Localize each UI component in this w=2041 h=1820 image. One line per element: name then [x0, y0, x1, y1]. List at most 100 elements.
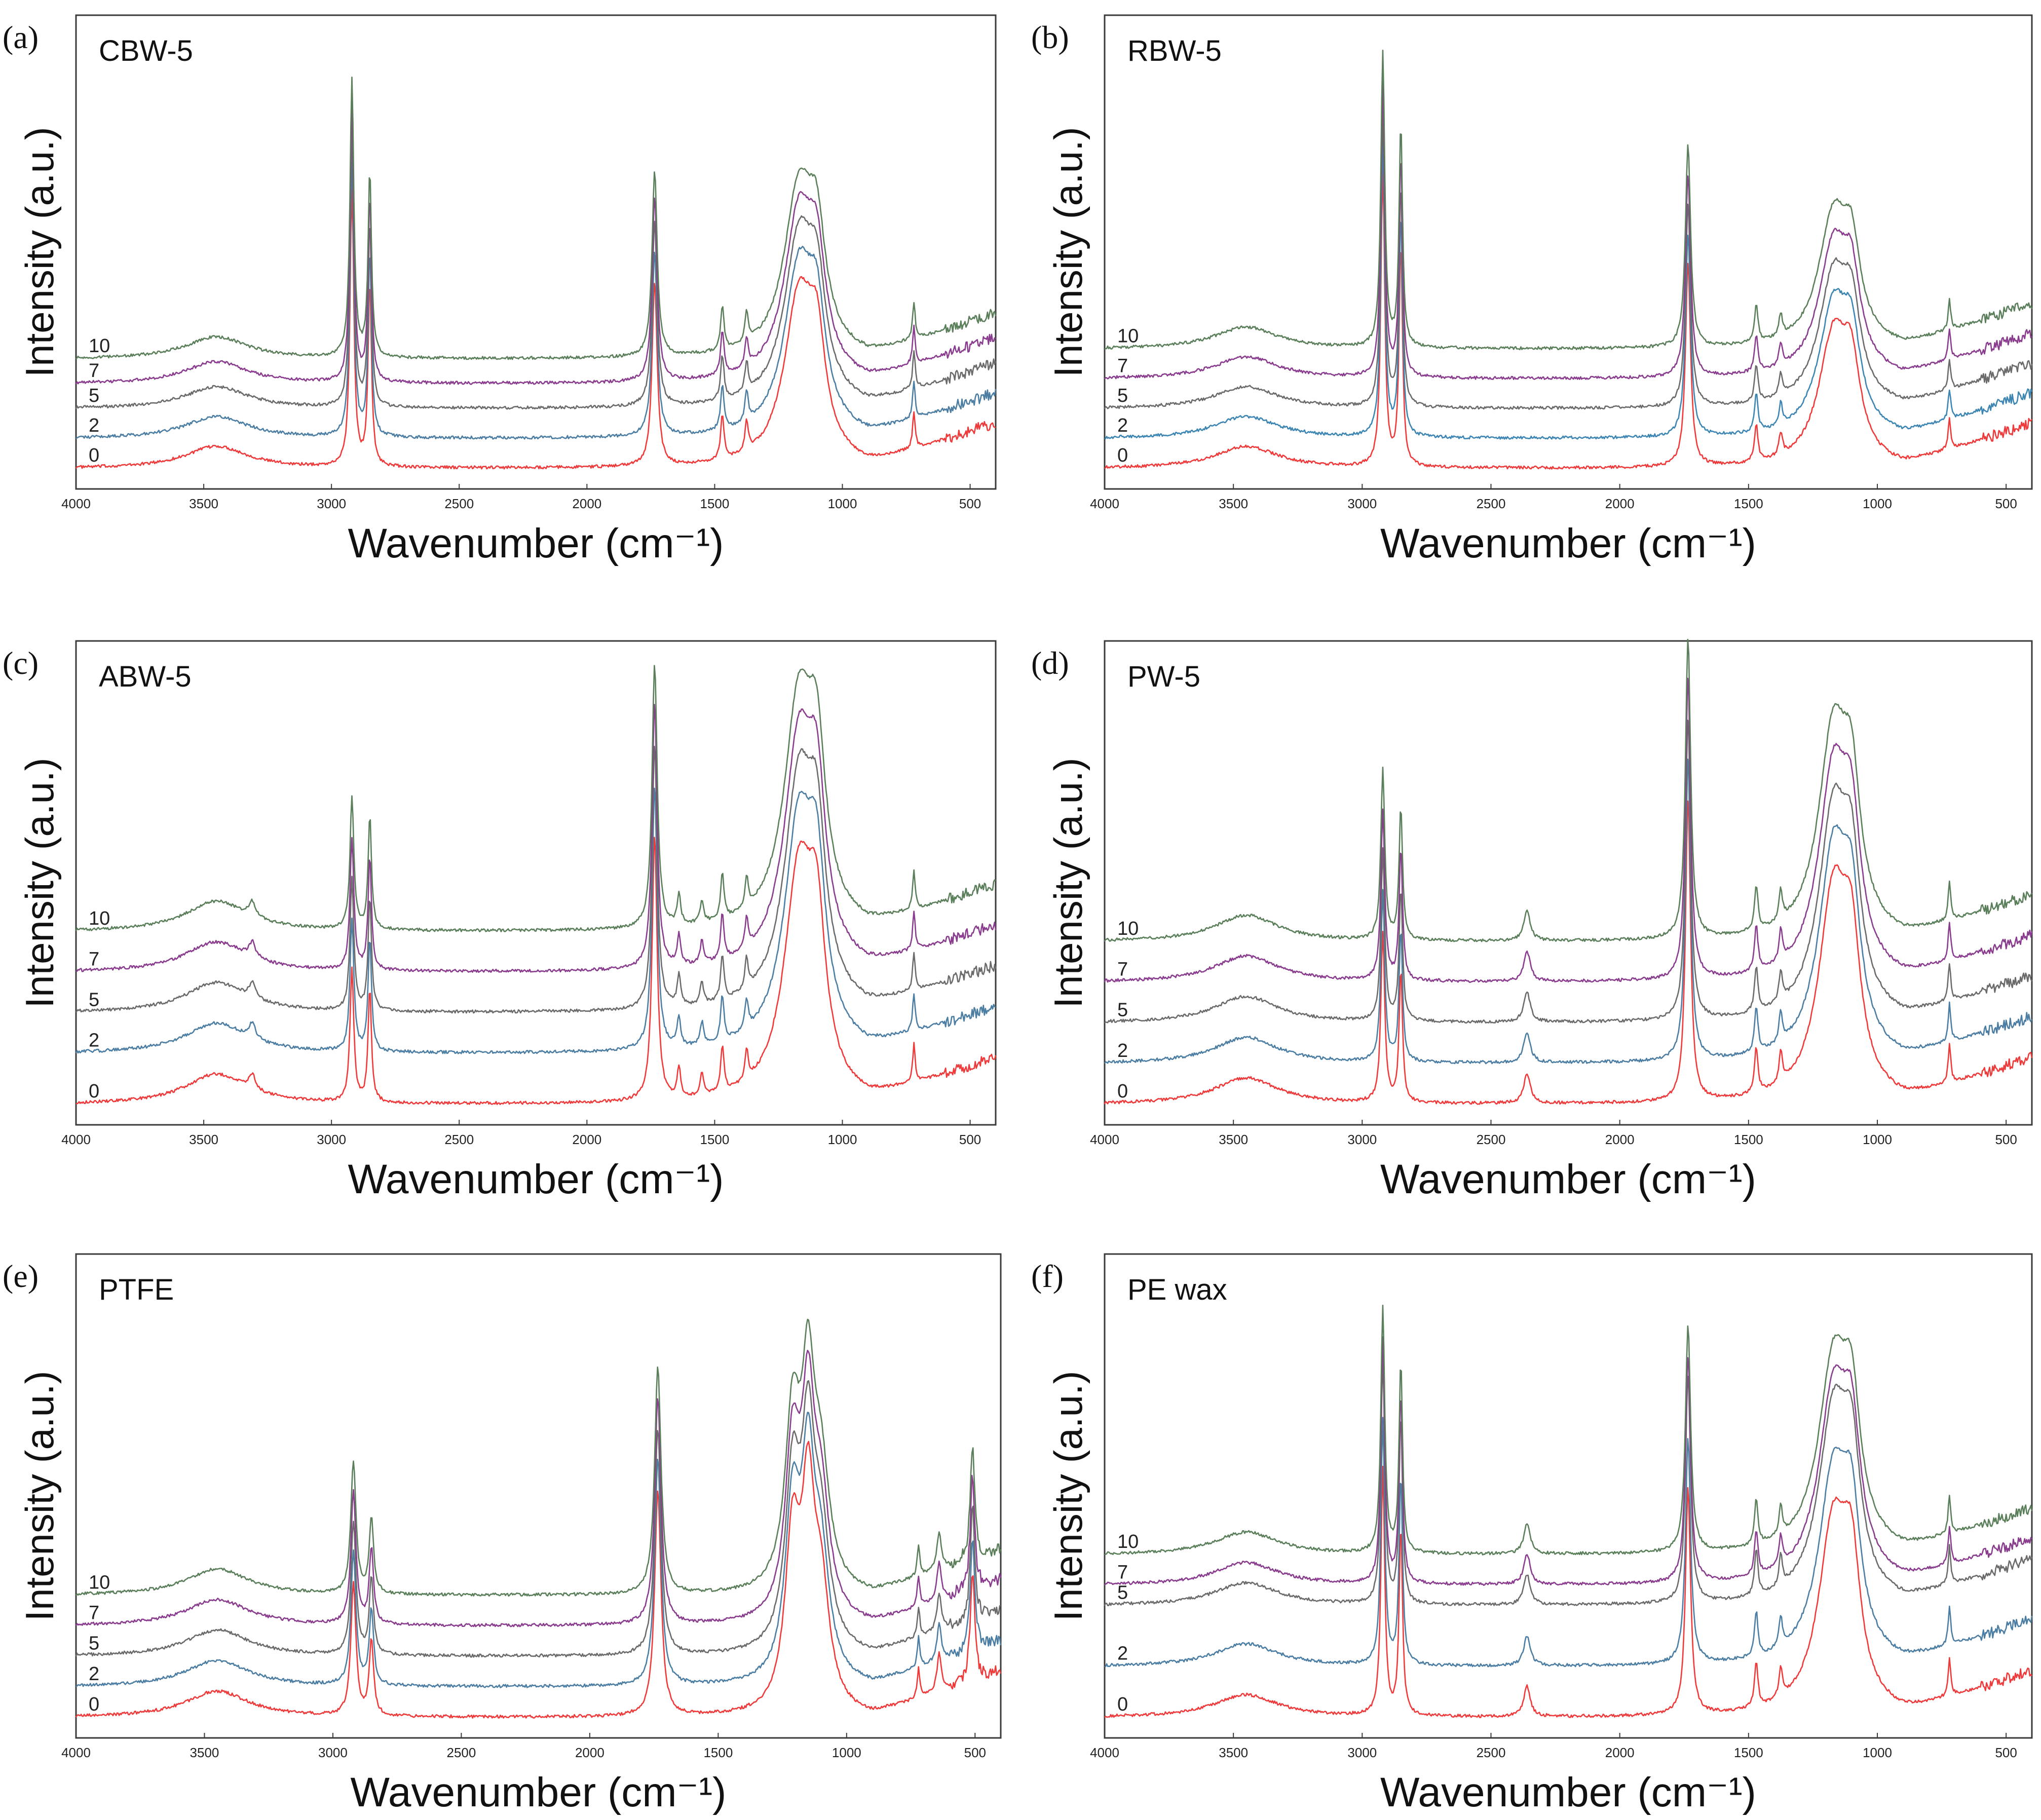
panel-title: PTFE — [99, 1273, 174, 1306]
series-line-10 — [75, 77, 997, 360]
series-label: 0 — [1117, 1081, 1128, 1102]
series-line-7 — [1104, 677, 2033, 983]
y-axis-label: Intensity (a.u.) — [1046, 1371, 1090, 1621]
series-line-5 — [75, 745, 997, 1014]
series-label: 5 — [89, 1633, 99, 1654]
series-line-0 — [75, 187, 996, 470]
x-tick-label: 2000 — [572, 496, 601, 511]
panel-letter: (b) — [1031, 19, 1069, 55]
series-label: 0 — [89, 1081, 99, 1102]
series-label: 7 — [89, 360, 99, 382]
series-line-10 — [75, 1318, 1002, 1597]
x-tick-label: 500 — [959, 496, 981, 511]
series-label: 2 — [1117, 415, 1128, 436]
y-axis-label: Intensity (a.u.) — [17, 757, 62, 1008]
y-axis-label: Intensity (a.u.) — [17, 1371, 62, 1621]
x-tick-label: 500 — [1995, 496, 2017, 511]
x-tick-label: 1500 — [1734, 1745, 1763, 1760]
panel-letter: (f) — [1031, 1258, 1064, 1294]
series-line-10 — [1104, 50, 2033, 351]
x-tick-label: 3500 — [189, 1132, 218, 1147]
series-line-7 — [75, 1349, 1002, 1627]
x-axis-label: Wavenumber (cm⁻¹) — [1380, 520, 1756, 566]
x-tick-label: 2500 — [1477, 1745, 1506, 1760]
x-tick-label: 2500 — [446, 1745, 476, 1760]
panel-letter: (d) — [1031, 645, 1069, 681]
x-tick-label: 1000 — [832, 1745, 861, 1760]
series-label: 5 — [89, 990, 99, 1011]
series-line-2 — [75, 157, 997, 440]
x-tick-label: 3000 — [1347, 1132, 1377, 1147]
x-tick-label: 1000 — [828, 1132, 857, 1147]
x-tick-label: 3500 — [190, 1745, 219, 1760]
x-tick-label: 2500 — [444, 496, 474, 511]
series-line-10 — [1104, 638, 2033, 942]
series-line-2 — [75, 1412, 1002, 1688]
series-line-2 — [1104, 1417, 2033, 1667]
series-line-0 — [1104, 800, 2033, 1105]
series-line-0 — [75, 837, 997, 1105]
x-tick-label: 1500 — [700, 496, 729, 511]
x-tick-label: 500 — [964, 1745, 986, 1760]
plot-frame — [1104, 640, 2033, 1126]
series-label: 10 — [1117, 918, 1139, 939]
series-line-10 — [1104, 1304, 2033, 1556]
series-line-5 — [1104, 719, 2033, 1024]
x-tick-label: 4000 — [61, 1132, 91, 1147]
plot-frame — [75, 14, 997, 490]
x-tick-label: 2000 — [1605, 1132, 1635, 1147]
series-label: 0 — [89, 1694, 99, 1715]
x-tick-label: 1500 — [1734, 496, 1763, 511]
x-axis-label: Wavenumber (cm⁻¹) — [351, 1769, 727, 1815]
series-line-7 — [75, 704, 997, 973]
x-tick-label: 2500 — [1477, 1132, 1506, 1147]
x-axis-label: Wavenumber (cm⁻¹) — [348, 520, 724, 566]
x-tick-label: 500 — [1995, 1745, 2017, 1760]
series-line-7 — [1104, 1336, 2033, 1586]
series-line-2 — [75, 787, 996, 1054]
series-line-0 — [1104, 1465, 2032, 1718]
series-line-2 — [1104, 136, 2033, 440]
x-tick-label: 1000 — [828, 496, 857, 511]
series-line-5 — [75, 125, 997, 410]
x-tick-label: 2000 — [575, 1745, 604, 1760]
series-label: 5 — [89, 385, 99, 406]
series-label: 7 — [1117, 355, 1128, 376]
x-axis-label: Wavenumber (cm⁻¹) — [348, 1156, 724, 1202]
panel-title: CBW-5 — [99, 34, 193, 67]
series-label: 0 — [89, 445, 99, 466]
series-label: 5 — [1117, 1000, 1128, 1021]
x-tick-label: 1500 — [700, 1132, 729, 1147]
series-label: 2 — [89, 1030, 99, 1051]
x-tick-label: 2000 — [1605, 1745, 1635, 1760]
x-axis-label: Wavenumber (cm⁻¹) — [1380, 1769, 1756, 1815]
panel-title: PE wax — [1127, 1273, 1227, 1306]
series-label: 7 — [89, 949, 99, 970]
panel-letter: (a) — [3, 19, 39, 55]
series-label: 10 — [89, 1572, 110, 1593]
x-tick-label: 3000 — [1347, 496, 1377, 511]
x-tick-label: 3500 — [1219, 1132, 1248, 1147]
series-label: 7 — [1117, 959, 1128, 980]
x-tick-label: 3500 — [1219, 496, 1248, 511]
series-line-0 — [1104, 167, 2033, 470]
plot-frame — [75, 1253, 1002, 1739]
series-line-5 — [75, 1380, 1001, 1658]
x-tick-label: 3000 — [317, 496, 346, 511]
series-label: 2 — [1117, 1040, 1128, 1061]
x-tick-label: 2000 — [572, 1132, 601, 1147]
panel-letter: (e) — [3, 1258, 39, 1294]
panel-title: PW-5 — [1127, 660, 1200, 693]
x-tick-label: 1000 — [1863, 1745, 1892, 1760]
x-axis-label: Wavenumber (cm⁻¹) — [1380, 1156, 1756, 1202]
series-label: 5 — [1117, 385, 1128, 406]
series-label: 0 — [1117, 1694, 1128, 1715]
series-line-5 — [1104, 1354, 2033, 1606]
series-label: 10 — [1117, 325, 1139, 347]
